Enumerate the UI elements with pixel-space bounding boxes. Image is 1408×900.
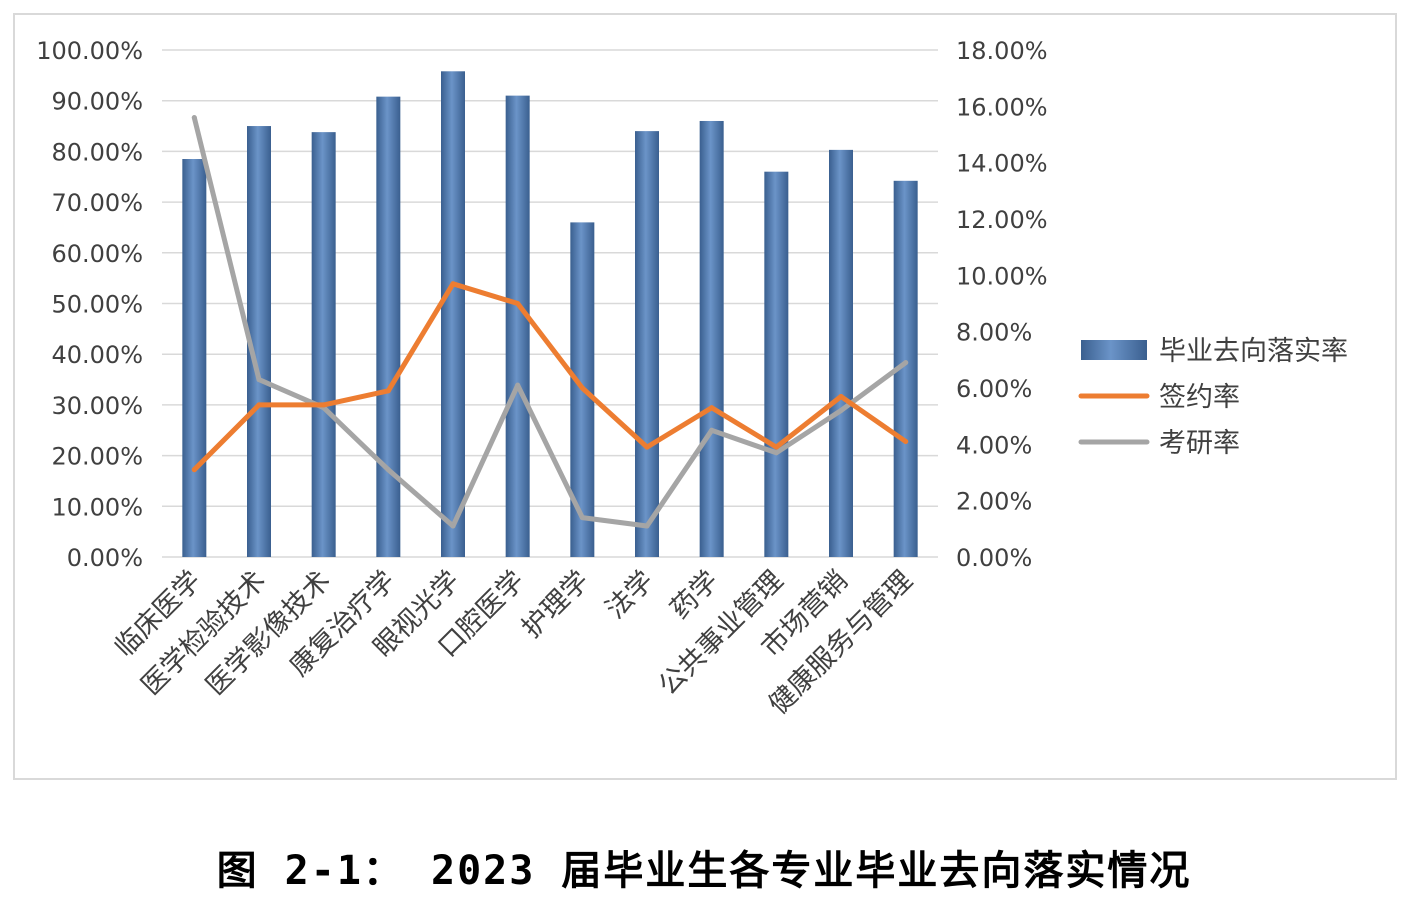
right-axis-tick-label: 4.00% — [956, 431, 1032, 459]
legend-label: 考研率 — [1159, 428, 1240, 459]
point-签约率 — [709, 405, 715, 411]
left-axis-tick-label: 40.00% — [51, 341, 143, 369]
bar-眼视光学 — [441, 71, 465, 557]
right-axis-tick-label: 16.00% — [956, 93, 1048, 121]
line-考研率 — [191, 115, 909, 529]
point-签约率 — [579, 385, 585, 391]
point-签约率 — [773, 444, 779, 450]
point-考研率 — [773, 450, 779, 456]
point-考研率 — [515, 382, 521, 388]
legend-label: 签约率 — [1159, 382, 1240, 413]
point-签约率 — [321, 402, 327, 408]
right-axis-tick-label: 0.00% — [956, 544, 1032, 572]
legend-label: 毕业去向落实率 — [1159, 336, 1348, 367]
left-axis-tick-label: 30.00% — [51, 392, 143, 420]
point-考研率 — [191, 115, 197, 121]
left-axis-tick-label: 20.00% — [51, 443, 143, 471]
point-考研率 — [579, 515, 585, 521]
point-考研率 — [709, 427, 715, 433]
point-签约率 — [256, 402, 262, 408]
right-axis-tick-label: 10.00% — [956, 262, 1048, 290]
bar-临床医学 — [182, 159, 207, 557]
category-label: 法学 — [600, 565, 660, 625]
point-考研率 — [385, 467, 391, 473]
left-axis-tick-label: 0.00% — [67, 544, 143, 572]
point-考研率 — [903, 360, 909, 366]
point-签约率 — [385, 388, 391, 394]
legend-swatch-bar — [1081, 340, 1147, 360]
left-axis-tick-label: 10.00% — [51, 493, 143, 521]
point-考研率 — [838, 408, 844, 414]
bar-药学 — [699, 120, 724, 557]
left-axis-tick-label: 60.00% — [51, 240, 143, 268]
left-axis-tick-label: 80.00% — [51, 138, 143, 166]
gridlines — [162, 49, 938, 558]
right-axis-tick-label: 6.00% — [956, 375, 1032, 403]
left-axis-tick-label: 70.00% — [51, 189, 143, 217]
bar-法学 — [635, 131, 659, 557]
right-axis-ticks: 0.00% 2.00% 4.00% 6.00% 8.00% 10.00% 12.00% 14.… — [956, 37, 1048, 572]
bar-series — [182, 71, 918, 558]
left-axis-tick-label: 90.00% — [51, 88, 143, 116]
line-签约率 — [191, 281, 909, 473]
left-axis-tick-label: 50.00% — [51, 291, 143, 319]
bar-市场营销 — [829, 149, 853, 557]
right-axis-tick-label: 12.00% — [956, 206, 1048, 234]
point-考研率 — [256, 377, 262, 383]
right-axis-tick-label: 8.00% — [956, 319, 1032, 347]
bar-公共事业管理 — [764, 171, 789, 557]
right-axis-tick-label: 14.00% — [956, 150, 1048, 178]
right-axis-tick-label: 2.00% — [956, 488, 1032, 516]
category-label: 护理学 — [516, 565, 595, 644]
point-签约率 — [450, 281, 456, 287]
left-axis-ticks: 0.00% 10.00% 20.00% 30.00% 40.00% 50.00% 60.00… — [36, 37, 143, 572]
bar-口腔医学 — [505, 95, 530, 557]
bar-康复治疗学 — [376, 96, 401, 558]
point-签约率 — [191, 467, 197, 473]
figure-caption: 图 2-1： 2023 届毕业生各专业毕业去向落实情况 — [216, 848, 1192, 894]
left-axis-tick-label: 100.00% — [36, 37, 143, 65]
point-签约率 — [644, 444, 650, 450]
bar-医学影像技术 — [311, 132, 336, 557]
line-series — [191, 115, 909, 529]
point-考研率 — [644, 523, 650, 529]
point-签约率 — [515, 301, 521, 306]
point-签约率 — [838, 393, 844, 399]
right-axis-tick-label: 18.00% — [956, 37, 1048, 65]
point-签约率 — [903, 439, 909, 445]
point-考研率 — [450, 523, 456, 529]
